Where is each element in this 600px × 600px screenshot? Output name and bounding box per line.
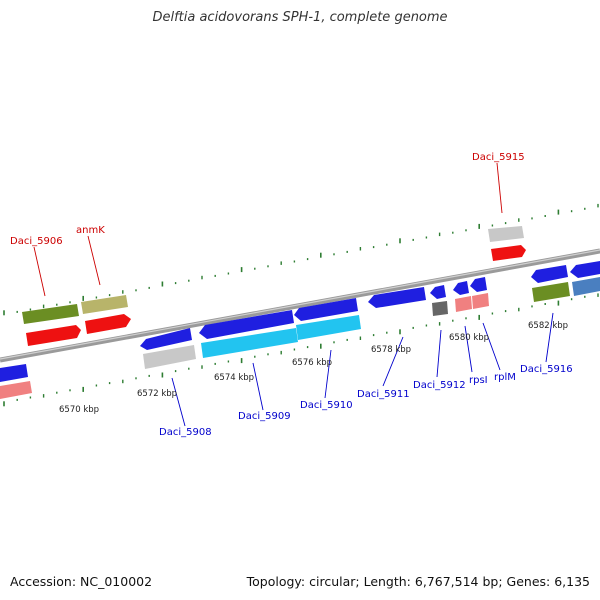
genome-summary-text: Topology: circular; Length: 6,767,514 bp… [246, 574, 590, 589]
gene-label[interactable]: Daci_5911 [357, 389, 410, 400]
tick-label: 6574 kbp [214, 373, 254, 383]
gene-daci-5911-arrow-left[interactable] [0, 364, 28, 382]
cds-anmk-arrow[interactable] [85, 314, 131, 334]
gene-daci-5908-arrow[interactable] [140, 328, 192, 350]
gene-anmk-arrow[interactable] [81, 295, 128, 314]
map-title: Delftia acidovorans SPH-1, complete geno… [152, 10, 448, 25]
gene-label[interactable]: Daci_5912 [413, 380, 466, 391]
gene-labels: Daci_5906 anmK Daci_5915 Daci_5908 Daci_… [10, 152, 573, 438]
cds-daci-5908-arrow[interactable] [143, 345, 196, 369]
gene-label[interactable]: Daci_5909 [238, 411, 291, 422]
gene-features [0, 226, 600, 399]
lower-tick-track [3, 293, 599, 407]
tick-label: 6576 kbp [292, 358, 332, 368]
cds-daci-5911-arrow-left[interactable] [0, 381, 32, 399]
gene-label[interactable]: rpsI [469, 375, 488, 386]
label-leader-lines [33, 162, 554, 427]
cds-daci-5910-arrow[interactable] [296, 315, 361, 340]
cds-daci-5916-arrow[interactable] [532, 282, 570, 302]
gene-label[interactable]: Daci_5915 [472, 152, 525, 163]
tick-label: 6570 kbp [59, 405, 99, 415]
gene-label[interactable]: Daci_5916 [520, 364, 573, 375]
cds-daci-5906-arrow[interactable] [26, 325, 81, 346]
cds-daci-5915-arrow[interactable] [491, 245, 526, 261]
gene-rplm-arrow[interactable] [470, 277, 487, 292]
gene-daci-5915-arrow[interactable] [488, 226, 524, 242]
gene-label[interactable]: Daci_5910 [300, 400, 353, 411]
gene-daci-5912-arrow[interactable] [430, 285, 446, 299]
gene-label[interactable]: Daci_5908 [159, 427, 212, 438]
gene-rpsi-arrow[interactable] [453, 281, 469, 295]
tick-label: 6580 kbp [449, 333, 489, 343]
tick-label: 6582 kbp [528, 321, 568, 331]
cds-rplm-arrow[interactable] [472, 293, 489, 309]
cds-neighbor-arrow-right[interactable] [572, 277, 600, 296]
position-tick-labels: 6570 kbp 6572 kbp 6574 kbp 6576 kbp 6578… [59, 321, 568, 415]
gene-label[interactable]: anmK [76, 225, 105, 236]
accession-text: Accession: NC_010002 [10, 574, 153, 589]
gene-daci-5916-arrow[interactable] [531, 265, 568, 283]
upper-tick-track [3, 203, 599, 316]
gene-daci-5910-arrow[interactable] [294, 298, 358, 321]
gene-label[interactable]: Daci_5906 [10, 236, 63, 247]
gene-neighbor-arrow-right[interactable] [570, 261, 600, 278]
gene-daci-5909-arrow[interactable] [199, 310, 294, 339]
gene-daci-5911-arrow[interactable] [368, 287, 426, 308]
tick-label: 6578 kbp [371, 345, 411, 355]
gene-label[interactable]: rplM [494, 372, 516, 383]
tick-label: 6572 kbp [137, 389, 177, 399]
cds-daci-5909-arrow[interactable] [201, 328, 298, 358]
cds-daci-5912-arrow[interactable] [432, 301, 448, 316]
gene-daci-5906-arrow[interactable] [22, 304, 79, 324]
genome-backbone [0, 248, 600, 363]
cds-rpsi-arrow[interactable] [455, 296, 472, 312]
